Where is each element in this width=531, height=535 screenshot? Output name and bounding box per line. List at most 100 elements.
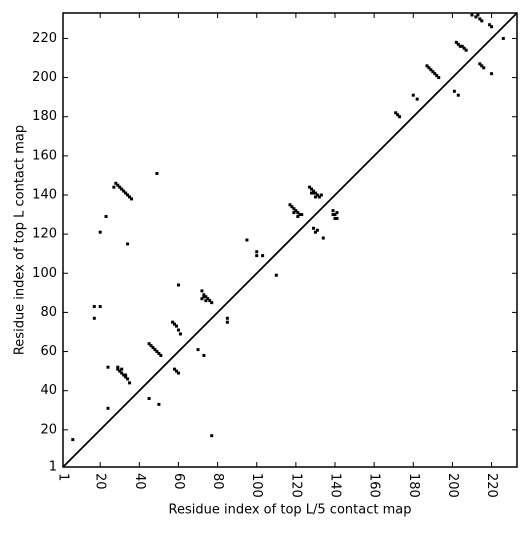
contact-point xyxy=(116,183,120,187)
contact-point xyxy=(92,305,96,309)
contact-point xyxy=(149,344,153,348)
contact-point xyxy=(425,64,429,68)
contact-point xyxy=(124,375,128,379)
y-tick-label: 80 xyxy=(40,305,57,320)
contact-point xyxy=(159,353,163,357)
y-tick-label: 60 xyxy=(40,344,57,359)
contact-point xyxy=(126,193,130,197)
y-tick-label: 120 xyxy=(32,227,57,242)
contact-point xyxy=(124,191,128,195)
contact-point xyxy=(478,62,482,66)
contact-point xyxy=(255,254,259,258)
contact-point xyxy=(106,406,110,410)
diagonal xyxy=(62,12,518,468)
contact-point xyxy=(311,189,315,193)
contact-point xyxy=(153,348,157,352)
contact-point xyxy=(296,211,300,215)
contact-point xyxy=(313,195,317,199)
contact-point xyxy=(310,191,314,195)
contact-point xyxy=(171,320,175,324)
contact-point xyxy=(204,299,208,303)
contact-point xyxy=(129,197,133,201)
contact-point xyxy=(292,211,296,215)
contact-point xyxy=(92,316,96,320)
contact-point xyxy=(122,189,126,193)
contact-point xyxy=(290,205,294,209)
contact-point xyxy=(116,365,120,369)
x-tick-label: 140 xyxy=(328,473,343,498)
contact-point xyxy=(147,342,151,346)
contact-point xyxy=(118,369,122,373)
contact-point xyxy=(292,207,296,211)
plot-frame xyxy=(62,12,518,468)
contact-point xyxy=(204,295,208,299)
y-tick-label: 180 xyxy=(32,109,57,124)
contact-point xyxy=(480,64,484,68)
contact-point xyxy=(470,13,474,17)
contact-point xyxy=(437,76,441,80)
contact-point xyxy=(114,181,118,185)
contact-point xyxy=(120,367,124,371)
contact-point xyxy=(296,215,300,219)
contact-point xyxy=(120,187,124,191)
y-tick-label: 1 xyxy=(49,460,57,475)
contact-point xyxy=(173,367,177,371)
contact-point xyxy=(98,230,102,234)
contact-point xyxy=(464,48,468,52)
contact-point xyxy=(317,195,321,199)
contact-point xyxy=(175,324,178,328)
x-tick-label: 20 xyxy=(93,473,108,490)
contact-point xyxy=(71,438,75,442)
contact-point xyxy=(313,191,317,195)
contact-point xyxy=(245,238,249,242)
contact-point xyxy=(313,230,317,234)
contact-point xyxy=(210,434,214,438)
contact-point xyxy=(261,254,265,258)
contact-point xyxy=(298,213,302,217)
contact-point xyxy=(321,236,325,240)
contact-point xyxy=(331,213,335,217)
contact-point xyxy=(433,72,437,76)
contact-point xyxy=(333,213,337,217)
contact-point xyxy=(200,297,204,301)
y-tick-label: 20 xyxy=(40,422,57,437)
contact-point xyxy=(208,299,212,303)
contact-point xyxy=(396,113,400,117)
contact-point xyxy=(458,44,462,48)
contact-point xyxy=(173,322,177,326)
contact-point xyxy=(157,402,161,406)
contact-point xyxy=(311,226,315,230)
x-tick-label: 120 xyxy=(288,473,303,498)
contact-point xyxy=(460,44,464,48)
contact-point xyxy=(202,295,206,299)
contact-point xyxy=(126,377,130,381)
contact-point xyxy=(501,36,505,40)
contact-point xyxy=(176,371,180,375)
contact-point xyxy=(454,40,458,44)
contact-point xyxy=(98,305,102,309)
contact-point xyxy=(176,283,180,287)
contact-point xyxy=(331,209,335,213)
contact-point xyxy=(155,350,159,354)
x-axis-label: Residue index of top L/5 contact map xyxy=(169,503,412,518)
contact-point xyxy=(225,320,229,324)
x-tick-label: 160 xyxy=(367,473,382,498)
contact-point xyxy=(120,371,124,375)
contact-point xyxy=(178,332,182,336)
contact-point xyxy=(202,353,206,357)
contact-point xyxy=(435,74,439,78)
contact-point xyxy=(431,70,435,74)
contact-point xyxy=(456,93,460,97)
contact-point xyxy=(300,213,304,217)
x-tick-label: 200 xyxy=(445,473,460,498)
contact-point xyxy=(288,203,292,207)
contact-point xyxy=(126,242,130,246)
contact-point xyxy=(335,211,339,215)
contact-point xyxy=(335,216,339,220)
y-tick-label: 220 xyxy=(32,31,57,46)
y-axis-label: Residue index of top L contact map xyxy=(13,125,28,355)
contact-point xyxy=(490,25,494,29)
contact-point xyxy=(175,369,178,373)
contact-point xyxy=(315,228,319,232)
